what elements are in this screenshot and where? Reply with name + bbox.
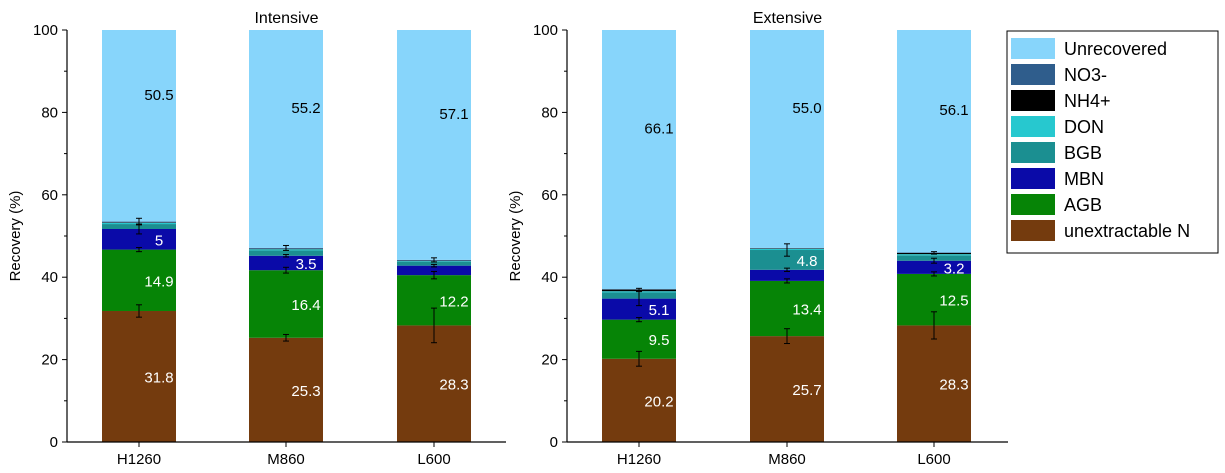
legend-label-no3-: NO3-: [1064, 65, 1107, 85]
panel-1-data-label-M860-unrecovered: 55.2: [291, 100, 320, 117]
panel-1-data-label-L600-unextractable-n: 28.3: [439, 377, 468, 394]
panel-1-data-label-L600-unrecovered: 57.1: [439, 106, 468, 123]
panel-2-data-label-L600-unextractable-n: 28.3: [939, 377, 968, 394]
panel-1-data-label-H1260-agb: 14.9: [144, 273, 173, 290]
panel-1-data-label-H1260-unrecovered: 50.5: [144, 87, 173, 104]
panel-2-y-tick-label: 40: [541, 269, 558, 286]
legend-swatch-unrecovered: [1011, 38, 1055, 59]
panel-2-data-label-L600-mbn: 3.2: [944, 260, 965, 277]
panel-2-bar-H1260-unrecovered: [602, 30, 676, 289]
panel-2-x-tick-label-H1260: H1260: [617, 451, 661, 468]
panel-1-y-tick-label: 0: [50, 434, 58, 451]
legend-swatch-mbn: [1011, 168, 1055, 189]
panel-2-x-tick-label-L600: L600: [917, 451, 950, 468]
panel-2-data-label-M860-bgb: 4.8: [797, 253, 818, 270]
legend-label-unrecovered: Unrecovered: [1064, 39, 1167, 59]
panel-2-y-axis-label: Recovery (%): [507, 191, 524, 282]
panel-2-data-label-M860-unrecovered: 55.0: [792, 100, 821, 117]
panel-1-data-label-L600-agb: 12.2: [439, 293, 468, 310]
panel-1-x-tick-label-L600: L600: [417, 451, 450, 468]
panel-2-data-label-M860-agb: 13.4: [792, 302, 821, 319]
legend-swatch-no3-: [1011, 64, 1055, 85]
legend-label-agb: AGB: [1064, 195, 1102, 215]
panel-1-y-axis-label: Recovery (%): [7, 191, 24, 282]
panel-2-data-label-H1260-unextractable-n: 20.2: [644, 393, 673, 410]
panel-1-data-label-H1260-mbn: 5: [155, 232, 163, 249]
panel-2-data-label-L600-agb: 12.5: [939, 293, 968, 310]
panel-1-bar-H1260-unrecovered: [102, 30, 176, 222]
panel-2-data-label-H1260-agb: 9.5: [649, 332, 670, 349]
panel-2-y-tick-label: 0: [550, 434, 558, 451]
panel-1-x-tick-label-M860: M860: [267, 451, 305, 468]
panel-2-y-tick-label: 80: [541, 104, 558, 121]
panel-2-chart-title: Extensive: [753, 10, 822, 27]
panel-1-data-label-M860-agb: 16.4: [291, 297, 320, 314]
legend-swatch-nh4-: [1011, 90, 1055, 111]
panel-1-x-tick-label-H1260: H1260: [117, 451, 161, 468]
panel-2-y-tick-label: 60: [541, 187, 558, 204]
panel-1-bar-M860-unrecovered: [249, 30, 323, 248]
panel-2-y-tick-label: 20: [541, 352, 558, 369]
legend-swatch-agb: [1011, 194, 1055, 215]
panel-1-y-tick-label: 20: [41, 352, 58, 369]
legend-label-nh4-: NH4+: [1064, 91, 1111, 111]
panel-2-data-label-H1260-unrecovered: 66.1: [644, 121, 673, 138]
legend-label-don: DON: [1064, 117, 1104, 137]
panel-2-data-label-L600-unrecovered: 56.1: [939, 102, 968, 119]
panel-2-x-tick-label-M860: M860: [768, 451, 806, 468]
panel-1-data-label-M860-mbn: 3.5: [296, 256, 317, 273]
panel-2-bar-L600-unrecovered: [897, 30, 971, 252]
panel-1-bar-L600-unrecovered: [397, 30, 471, 260]
panel-2-y-tick-label: 100: [533, 22, 558, 39]
panel-1-y-tick-label: 80: [41, 104, 58, 121]
panel-1-y-tick-label: 40: [41, 269, 58, 286]
legend-swatch-bgb: [1011, 142, 1055, 163]
legend-label-unextractable-n: unextractable N: [1064, 221, 1190, 241]
panel-1-y-tick-label: 100: [33, 22, 58, 39]
legend-swatch-unextractable-n: [1011, 220, 1055, 241]
legend-label-bgb: BGB: [1064, 143, 1102, 163]
panel-2-data-label-M860-unextractable-n: 25.7: [792, 382, 821, 399]
panel-2-bar-M860-unrecovered: [750, 30, 824, 248]
legend-swatch-don: [1011, 116, 1055, 137]
panel-2-data-label-H1260-mbn: 5.1: [649, 302, 670, 319]
panel-1-y-tick-label: 60: [41, 187, 58, 204]
panel-1-data-label-M860-unextractable-n: 25.3: [291, 383, 320, 400]
panel-1-chart-title: Intensive: [254, 10, 318, 27]
legend-label-mbn: MBN: [1064, 169, 1104, 189]
panel-1-data-label-H1260-unextractable-n: 31.8: [144, 369, 173, 386]
